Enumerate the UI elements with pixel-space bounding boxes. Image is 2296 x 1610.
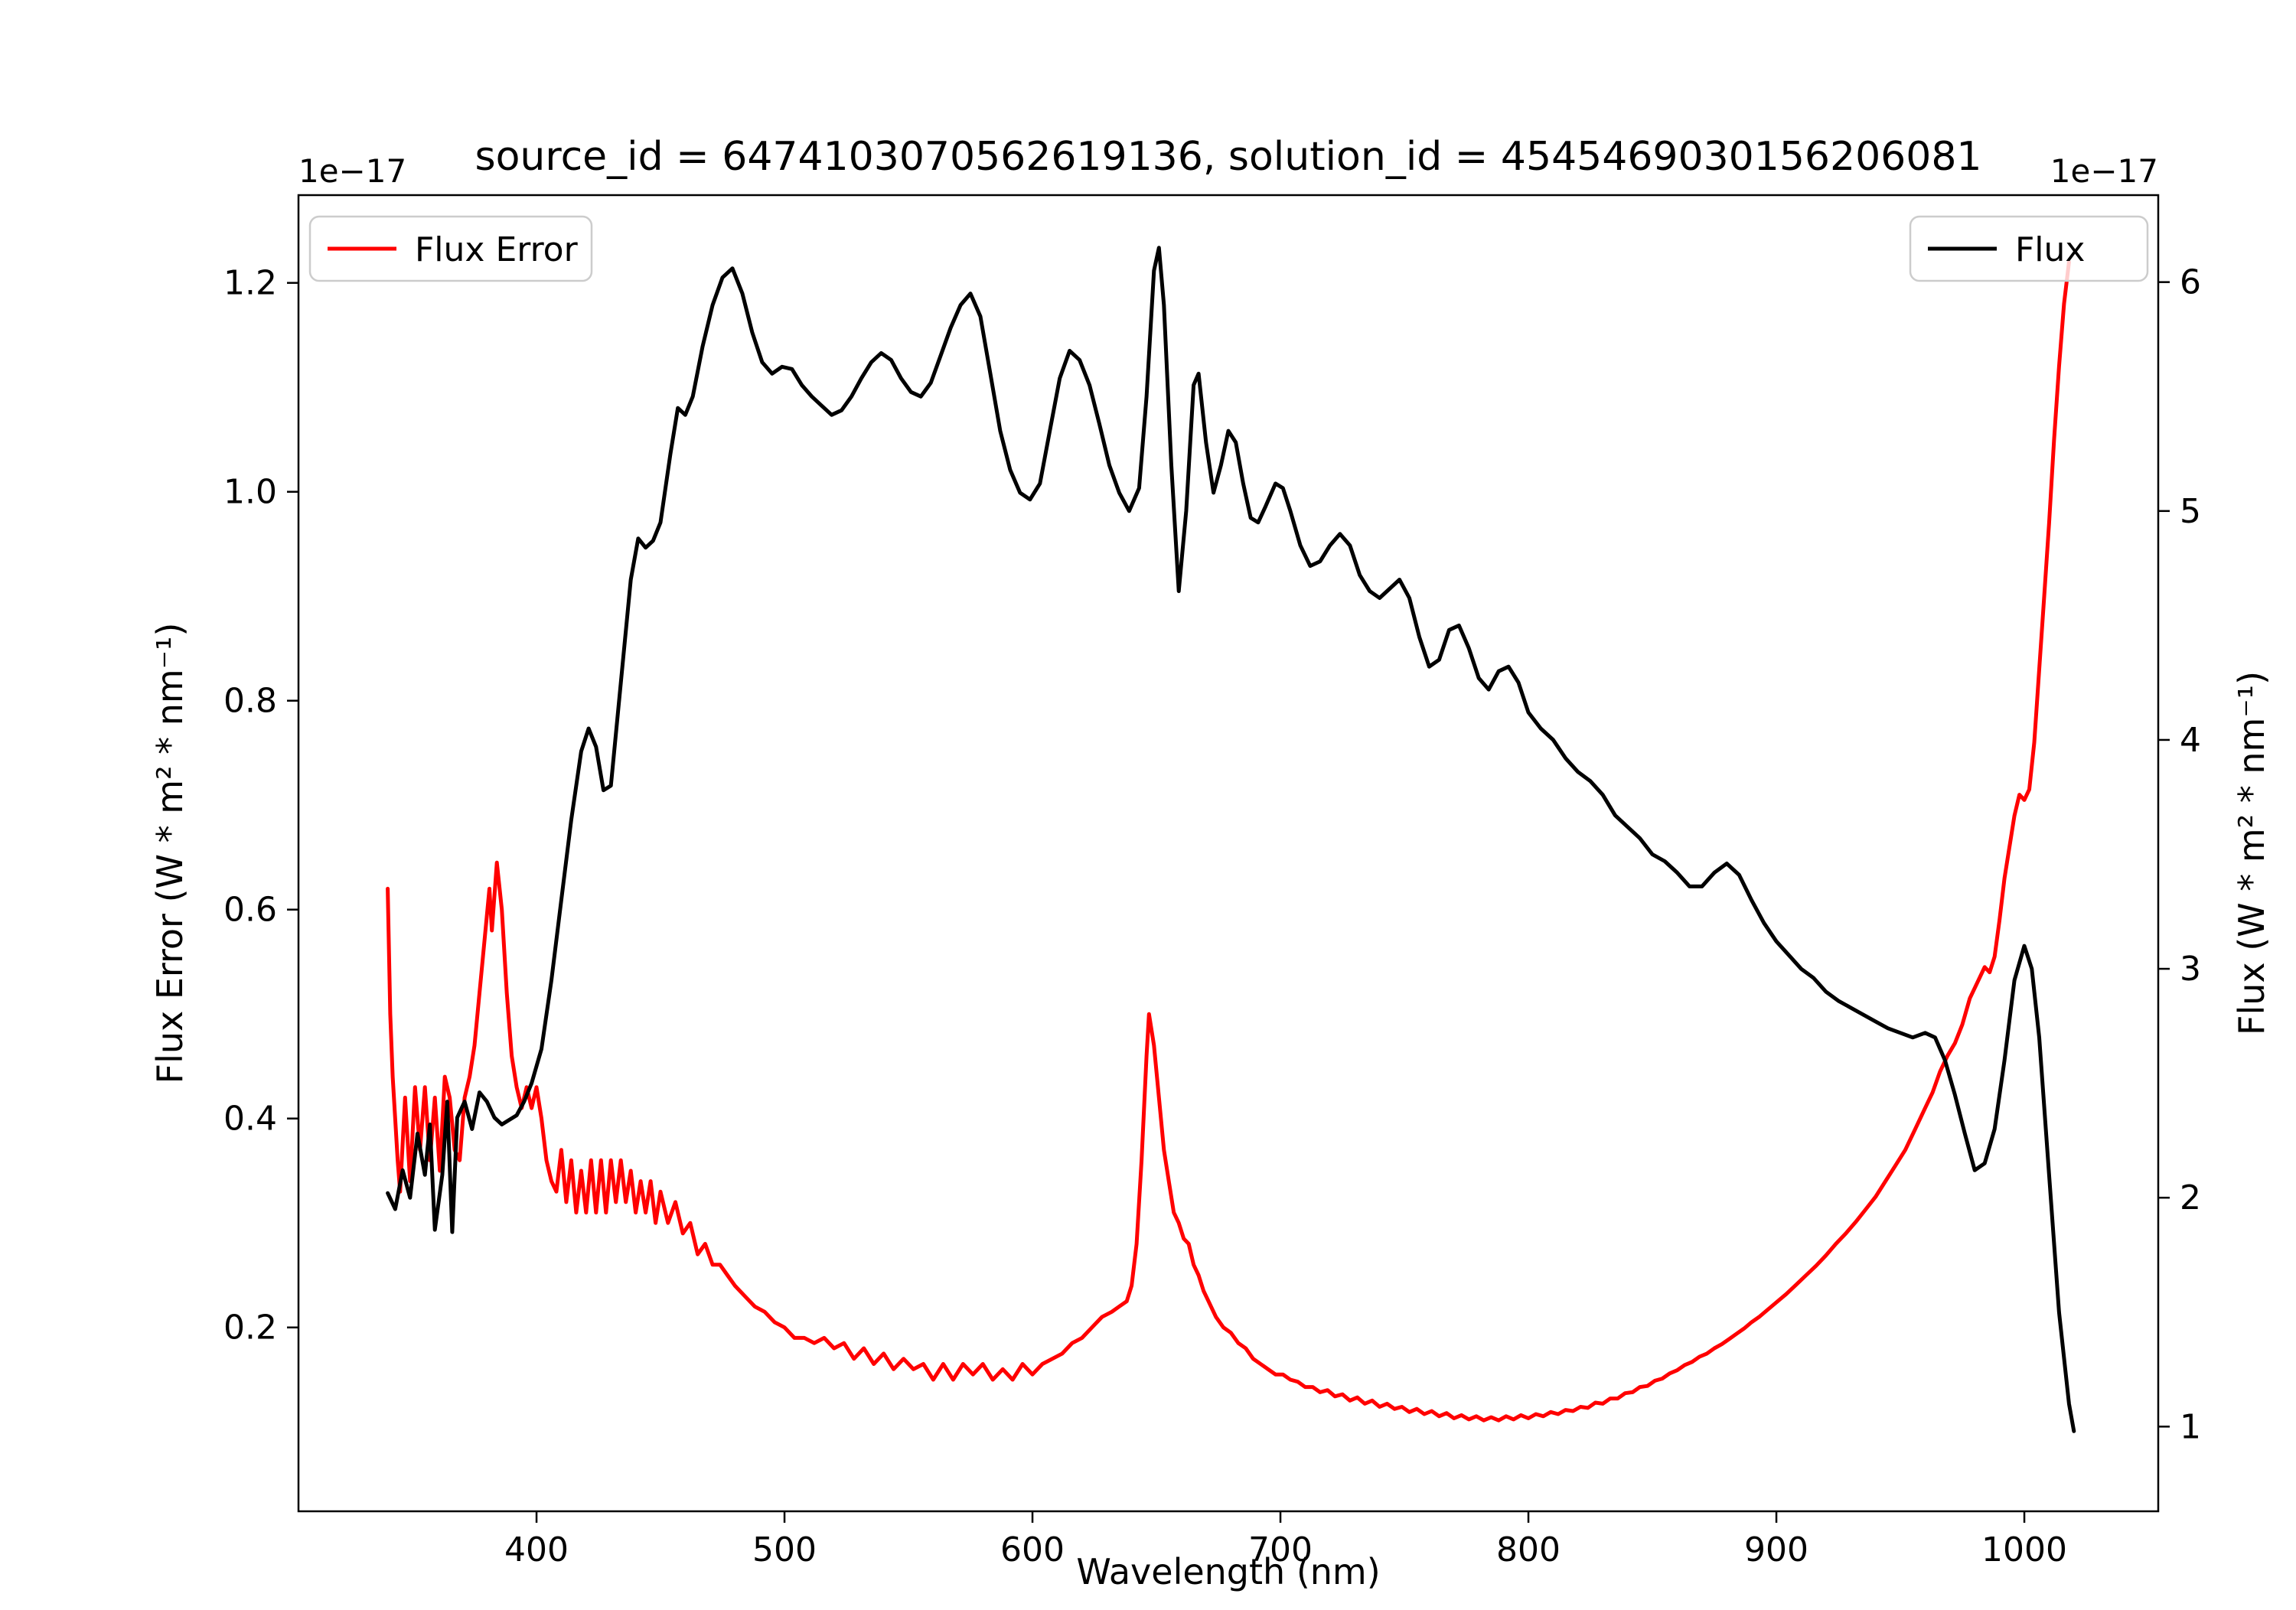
svg-text:400: 400 [504, 1530, 569, 1569]
series-flux-error [386, 259, 2071, 1423]
svg-text:0.6: 0.6 [223, 891, 277, 930]
svg-text:0.4: 0.4 [223, 1100, 277, 1139]
chart-title: source_id = 6474103070562619136, solutio… [475, 134, 1981, 180]
x-axis-label: Wavelength (nm) [1076, 1551, 1380, 1592]
svg-text:0.2: 0.2 [223, 1309, 277, 1348]
svg-text:500: 500 [752, 1530, 817, 1569]
svg-text:1000: 1000 [1981, 1530, 2067, 1569]
axis-ticks: 400 500 600 700 800 900 1000 0.2 0.4 0.6 0.8 1.0 1.2… [223, 263, 2201, 1569]
svg-text:1.0: 1.0 [223, 473, 277, 512]
left-y-axis-label: Flux Error (W * m² * nm⁻¹) [149, 623, 191, 1084]
svg-text:1.2: 1.2 [223, 264, 277, 303]
svg-text:4: 4 [2180, 721, 2201, 760]
legend-box [308, 215, 593, 282]
data-series [386, 246, 2076, 1433]
svg-text:5: 5 [2180, 492, 2201, 531]
legend-label-flux-error: Flux Error [415, 230, 579, 269]
legend-flux-error: Flux Error [308, 215, 593, 282]
svg-text:0.8: 0.8 [223, 682, 277, 721]
svg-text:6: 6 [2180, 263, 2201, 302]
svg-text:700: 700 [1248, 1530, 1313, 1569]
svg-text:600: 600 [1000, 1530, 1065, 1569]
svg-text:800: 800 [1496, 1530, 1561, 1569]
svg-text:3: 3 [2180, 950, 2201, 989]
svg-text:2: 2 [2180, 1178, 2201, 1217]
right-offset-text: 1e−17 [2050, 152, 2158, 190]
series-flux [386, 246, 2076, 1433]
plot-background [298, 195, 2158, 1511]
legend-label-flux: Flux [2015, 230, 2085, 269]
svg-text:1: 1 [2180, 1407, 2201, 1446]
legend-box [1909, 215, 2149, 282]
left-offset-text: 1e−17 [298, 152, 406, 190]
right-y-axis-label: Flux (W * m² * nm⁻¹) [2231, 671, 2272, 1035]
svg-text:900: 900 [1744, 1530, 1808, 1569]
plot-area [297, 194, 2160, 1513]
legend-flux: Flux [1909, 215, 2149, 282]
